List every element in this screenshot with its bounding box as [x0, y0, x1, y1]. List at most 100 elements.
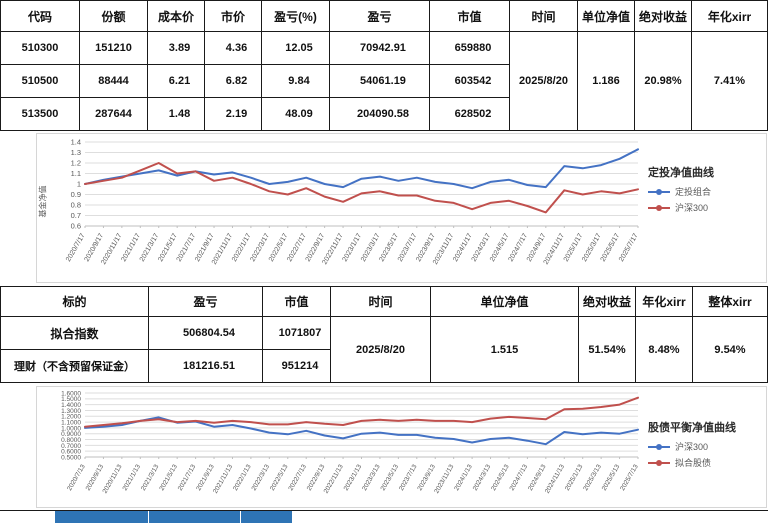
- svg-text:2022/5/13: 2022/5/13: [269, 463, 290, 492]
- svg-text:0.6: 0.6: [71, 221, 81, 230]
- cell-code[interactable]: 510300: [1, 32, 80, 65]
- svg-text:2021/9/13: 2021/9/13: [195, 463, 216, 492]
- col-header-unit-nav[interactable]: 单位净值: [431, 287, 579, 317]
- cell-cost-price[interactable]: 1.48: [148, 98, 205, 131]
- positions-table: 代码 份额 成本价 市价 盈亏(%) 盈亏 市值 时间 单位净值 绝对收益 年化…: [0, 0, 768, 131]
- svg-text:1: 1: [77, 179, 81, 188]
- chart-1-legend: 定投组合沪深300: [648, 185, 711, 214]
- col-header-abs-return[interactable]: 绝对收益: [635, 1, 692, 32]
- col-header-market-value[interactable]: 市值: [263, 287, 331, 317]
- cell-market-price[interactable]: 4.36: [205, 32, 262, 65]
- legend-item: 定投组合: [648, 185, 711, 198]
- col-header-pl[interactable]: 盈亏: [330, 1, 430, 32]
- svg-text:2021/3/13: 2021/3/13: [140, 463, 161, 492]
- col-header-unit-nav[interactable]: 单位净值: [578, 1, 635, 32]
- cell-pl[interactable]: 506804.54: [149, 317, 263, 350]
- svg-text:2023/1/13: 2023/1/13: [343, 463, 364, 492]
- col-header-overall-xirr[interactable]: 整体xirr: [693, 287, 768, 317]
- col-header-date[interactable]: 时间: [331, 287, 431, 317]
- chart-1-plot: 基金净值 1.4 1.3 1.2 1.1 1 0.9 0.8 0.7 0.6 2020/7/17 2…: [37, 134, 648, 282]
- legend-item: 沪深300: [648, 201, 711, 214]
- col-header-market-price[interactable]: 市价: [205, 1, 262, 32]
- chart-2-side: 股债平衡净值曲线 沪深300 拟合股债: [648, 387, 766, 507]
- cell-market-price[interactable]: 6.82: [205, 65, 262, 98]
- col-header-target[interactable]: 标的: [1, 287, 149, 317]
- svg-text:1.4000: 1.4000: [61, 402, 81, 409]
- cell-unit-nav[interactable]: 1.515: [431, 317, 579, 383]
- col-header-annual-xirr[interactable]: 年化xirr: [636, 287, 693, 317]
- cell-pl-pct[interactable]: 48.09: [262, 98, 330, 131]
- cell-abs-return[interactable]: 51.54%: [579, 317, 636, 383]
- partial-blue-cells[interactable]: [55, 511, 292, 523]
- svg-text:2020/9/13: 2020/9/13: [85, 463, 106, 492]
- cell-pl-pct[interactable]: 9.84: [262, 65, 330, 98]
- svg-text:0.9000: 0.9000: [61, 431, 81, 438]
- svg-text:2025/1/13: 2025/1/13: [564, 463, 585, 492]
- cell-market-value[interactable]: 628502: [430, 98, 510, 131]
- cell-market-value[interactable]: 1071807: [263, 317, 331, 350]
- col-header-abs-return[interactable]: 绝对收益: [579, 287, 636, 317]
- col-header-market-value[interactable]: 市值: [430, 1, 510, 32]
- svg-text:2024/3/13: 2024/3/13: [472, 463, 493, 492]
- svg-text:2021/1/13: 2021/1/13: [122, 463, 143, 492]
- legend-label: 定投组合: [675, 187, 712, 197]
- col-header-date[interactable]: 时间: [510, 1, 578, 32]
- cell-unit-nav[interactable]: 1.186: [578, 32, 635, 131]
- chart-1-side: 定投净值曲线 定投组合沪深300: [648, 134, 766, 282]
- svg-text:1.2: 1.2: [71, 158, 81, 167]
- cell-annual-xirr[interactable]: 8.48%: [636, 317, 693, 383]
- col-header-cost-price[interactable]: 成本价: [148, 1, 205, 32]
- nav-chart-2[interactable]: 1.6000 1.5000 1.4000 1.3000 1.2000 1.1000 1.00…: [36, 386, 767, 508]
- partial-next-row: [0, 510, 768, 523]
- cell-target[interactable]: 理财（不含预留保证金）: [1, 350, 149, 383]
- col-header-shares[interactable]: 份额: [80, 1, 148, 32]
- svg-text:2023/9/13: 2023/9/13: [416, 463, 437, 492]
- svg-text:2025/7/13: 2025/7/13: [619, 463, 640, 492]
- cell-cost-price[interactable]: 6.21: [148, 65, 205, 98]
- cell-market-price[interactable]: 2.19: [205, 98, 262, 131]
- col-header-pl[interactable]: 盈亏: [149, 287, 263, 317]
- cell-pl[interactable]: 70942.91: [330, 32, 430, 65]
- svg-text:2024/7/13: 2024/7/13: [509, 463, 530, 492]
- svg-text:2025/7/17: 2025/7/17: [618, 232, 640, 263]
- col-header-annual-xirr[interactable]: 年化xirr: [692, 1, 768, 32]
- cell-overall-xirr[interactable]: 9.54%: [693, 317, 768, 383]
- svg-text:0.8000: 0.8000: [61, 437, 81, 444]
- svg-text:1.0000: 1.0000: [61, 425, 81, 432]
- svg-text:2023/11/13: 2023/11/13: [433, 463, 455, 495]
- svg-text:2024/1/13: 2024/1/13: [453, 463, 474, 492]
- cell-pl[interactable]: 54061.19: [330, 65, 430, 98]
- svg-text:2022/1/13: 2022/1/13: [232, 463, 253, 492]
- cell-market-value[interactable]: 951214: [263, 350, 331, 383]
- svg-text:0.7: 0.7: [71, 211, 81, 220]
- cell-market-value[interactable]: 659880: [430, 32, 510, 65]
- chart-2-legend: 沪深300 拟合股债: [648, 440, 711, 469]
- nav-chart-1[interactable]: 基金净值 1.4 1.3 1.2 1.1 1 0.9 0.8 0.7 0.6 2020/7/17 2…: [36, 133, 767, 283]
- cell-code[interactable]: 510500: [1, 65, 80, 98]
- cell-date[interactable]: 2025/8/20: [331, 317, 431, 383]
- svg-text:2024/5/13: 2024/5/13: [490, 463, 511, 492]
- cell-shares[interactable]: 287644: [80, 98, 148, 131]
- svg-text:2022/9/13: 2022/9/13: [306, 463, 327, 492]
- svg-text:0.5000: 0.5000: [61, 454, 81, 461]
- svg-text:1.3: 1.3: [71, 148, 81, 157]
- svg-text:1.2000: 1.2000: [61, 414, 81, 421]
- cell-abs-return[interactable]: 20.98%: [635, 32, 692, 131]
- cell-cost-price[interactable]: 3.89: [148, 32, 205, 65]
- cell-market-value[interactable]: 603542: [430, 65, 510, 98]
- cell-shares[interactable]: 151210: [80, 32, 148, 65]
- cell-annual-xirr[interactable]: 7.41%: [692, 32, 768, 131]
- cell-target[interactable]: 拟合指数: [1, 317, 149, 350]
- col-header-code[interactable]: 代码: [1, 1, 80, 32]
- col-header-pl-pct[interactable]: 盈亏(%): [262, 1, 330, 32]
- cell-pl[interactable]: 204090.58: [330, 98, 430, 131]
- svg-text:2021/11/13: 2021/11/13: [212, 463, 234, 495]
- svg-text:1.6000: 1.6000: [61, 390, 81, 397]
- cell-shares[interactable]: 88444: [80, 65, 148, 98]
- cell-pl[interactable]: 181216.51: [149, 350, 263, 383]
- chart-1-title: 定投净值曲线: [648, 167, 714, 179]
- cell-date[interactable]: 2025/8/20: [510, 32, 578, 131]
- cell-pl-pct[interactable]: 12.05: [262, 32, 330, 65]
- cell-code[interactable]: 513500: [1, 98, 80, 131]
